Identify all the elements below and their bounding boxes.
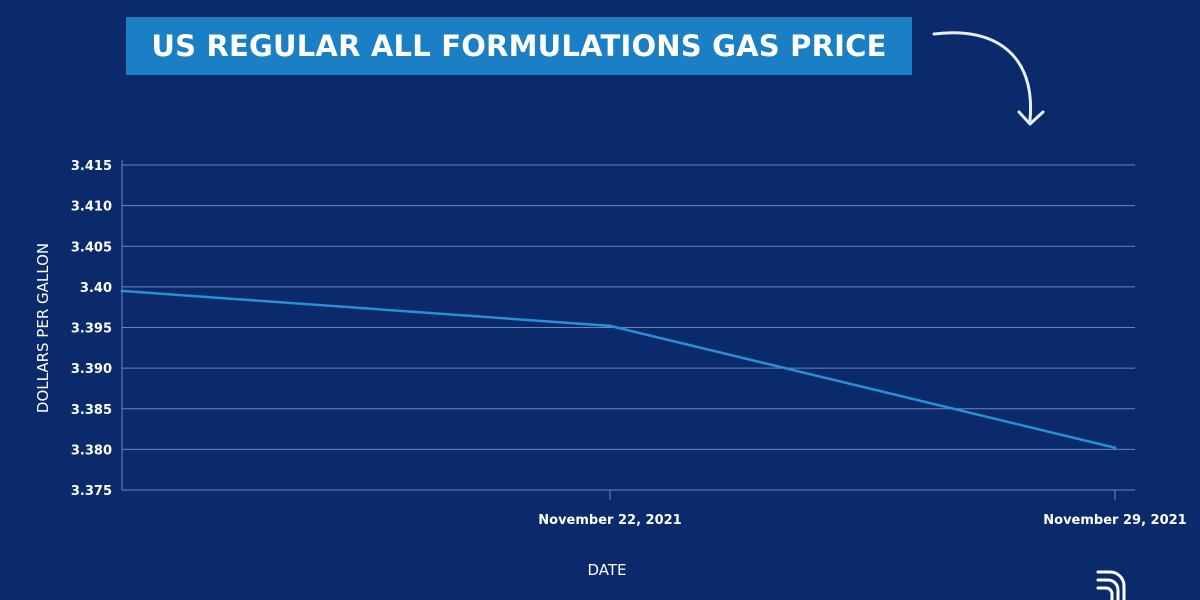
y-tick-label: 3.405 [71,240,112,255]
y-tick-label: 3.385 [71,403,112,418]
y-tick-label: 3.395 [71,322,112,337]
y-tick-label: 3.415 [71,159,112,174]
y-axis-label: DOLLARS PER GALLON [34,243,52,413]
arrowhead-icon [1017,110,1045,126]
chart-title-banner: US REGULAR ALL FORMULATIONS GAS PRICE [126,17,912,75]
series-line [121,289,1116,449]
x-axis-label: DATE [587,561,626,579]
data-point [1113,446,1117,450]
y-tick-label: 3.380 [71,443,112,458]
data-point [608,324,612,328]
chart-title: US REGULAR ALL FORMULATIONS GAS PRICE [151,29,887,63]
y-tick-label: 3.375 [71,484,112,499]
brand-logo-icon [1096,570,1126,600]
y-tick-label: 3.40 [80,281,112,296]
x-tick-label: November 29, 2021 [1043,513,1186,528]
x-tick-label: November 22, 2021 [538,513,681,528]
y-tick-label: 3.410 [71,200,112,215]
data-point [120,289,124,293]
arrow-icon [932,31,1033,122]
y-tick-label: 3.390 [71,362,112,377]
